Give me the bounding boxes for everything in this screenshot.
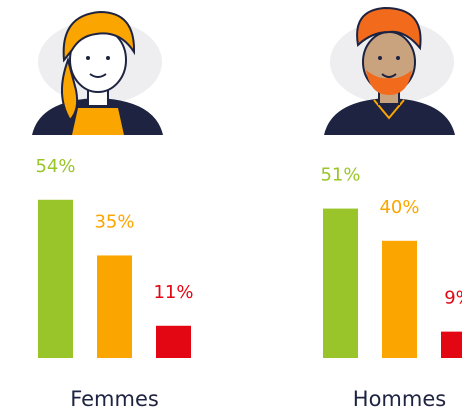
group-label: Hommes — [353, 387, 446, 411]
bar — [156, 325, 191, 358]
group-label: Femmes — [70, 387, 159, 411]
female-avatar — [32, 10, 163, 135]
value-label: 51% — [320, 165, 360, 186]
value-label: 54% — [35, 156, 75, 177]
bar — [382, 240, 417, 358]
bar — [323, 208, 358, 358]
bar — [97, 255, 132, 358]
bar — [441, 331, 462, 358]
value-label: 35% — [94, 211, 134, 232]
value-label: 40% — [379, 197, 419, 218]
value-label: 11% — [153, 282, 193, 303]
male-avatar — [324, 6, 455, 135]
value-label: 9% — [444, 288, 462, 309]
bar — [38, 199, 73, 358]
